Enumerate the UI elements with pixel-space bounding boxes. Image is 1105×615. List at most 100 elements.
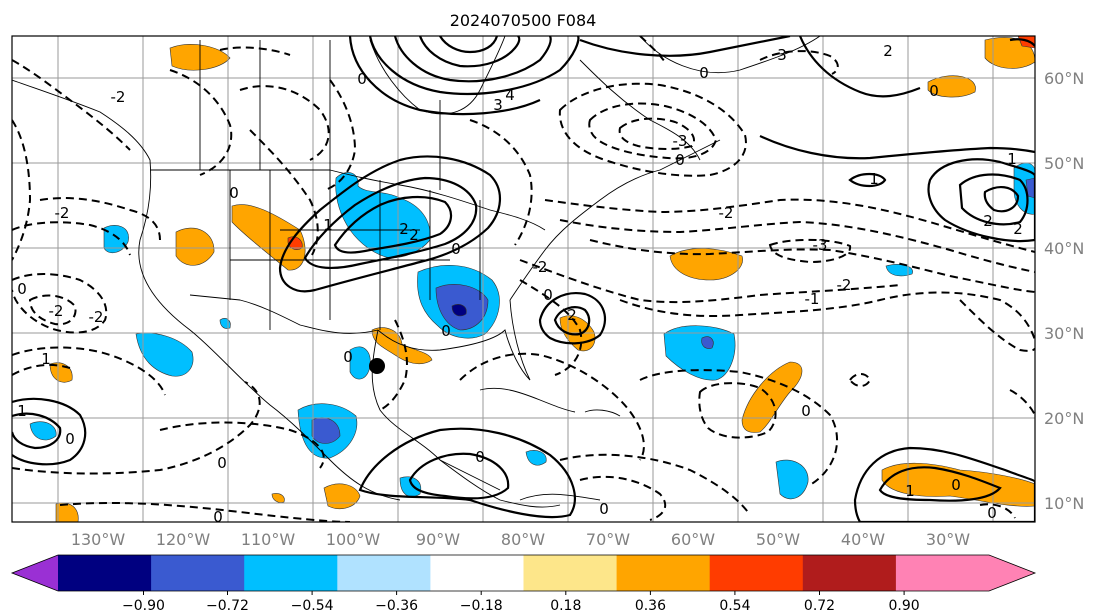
figure-title: 2024070500 F084 <box>450 11 597 30</box>
colorbar-segment <box>616 555 711 591</box>
colorbar-segment <box>523 555 618 591</box>
orange-region <box>271 493 285 503</box>
contour-label: 0 <box>801 402 811 420</box>
latitude-labels: 60°N 50°N 40°N 30°N 20°N 10°N <box>1044 69 1084 513</box>
contour-label: 2 <box>1013 220 1023 238</box>
contour-line <box>249 129 319 256</box>
contour-line <box>12 273 108 334</box>
contour-label: 1 <box>905 482 915 500</box>
contour-line <box>559 453 751 516</box>
lat-label: 30°N <box>1044 324 1084 343</box>
contour-label: 0 <box>675 151 685 169</box>
contour-label: 0 <box>217 454 227 472</box>
contour-label: 2 <box>409 226 419 244</box>
colorbar-tick-label: −0.54 <box>291 598 334 614</box>
contour-label: 0 <box>929 82 939 100</box>
colorbar-segment <box>430 555 524 591</box>
atlantic-coastline <box>509 139 721 301</box>
lon-label: 50°W <box>756 530 800 549</box>
graticule <box>12 36 1035 522</box>
contour-label: -2 <box>55 204 70 222</box>
dashed-contours <box>12 36 1035 522</box>
contour-line <box>553 306 591 336</box>
contour-label: 0 <box>475 448 485 466</box>
contour-line <box>12 119 32 261</box>
light-blue-region <box>103 225 129 254</box>
contour-line <box>12 221 131 256</box>
contour-line <box>698 382 777 439</box>
contour-label: -2 <box>837 276 852 294</box>
contour-label: 0 <box>441 322 451 340</box>
contour-line <box>418 36 521 68</box>
contour-label: 1 <box>41 350 51 368</box>
contour-label: -3 <box>673 132 688 150</box>
contour-line <box>979 503 1016 519</box>
contour-line <box>219 46 291 56</box>
contour-line <box>538 292 607 345</box>
contour-label: -1 <box>805 290 820 308</box>
contour-line <box>379 319 408 411</box>
lon-label: 90°W <box>416 530 460 549</box>
contour-line <box>59 501 351 522</box>
us-mexico-border <box>189 294 379 334</box>
lon-label: 60°W <box>671 530 715 549</box>
mid-blue-region <box>701 336 714 349</box>
contour-label: 1 <box>1007 150 1017 168</box>
light-blue-region <box>525 450 547 466</box>
colorbar-tick-label: −0.18 <box>460 598 503 614</box>
contour-label: -2 <box>49 302 64 320</box>
contour-label: 2 <box>983 212 993 230</box>
cuba-coast <box>479 387 576 413</box>
colorbar-tick-label: 0.90 <box>889 598 920 614</box>
orange-region <box>741 361 803 433</box>
lon-label: 40°W <box>841 530 885 549</box>
contour-line <box>878 466 1002 502</box>
contour-line <box>1009 389 1035 416</box>
contour-label: -2 <box>719 204 734 222</box>
contour-line <box>169 69 233 176</box>
contour-labels: 0 4 3 0 3 2 0 1 1 2 2 -3 0 -2 -3 -2 -1 0… <box>17 42 1023 522</box>
colorbar-ticks <box>143 591 905 595</box>
contour-line <box>759 50 839 75</box>
contour-line <box>1009 38 1035 47</box>
contour-line <box>759 135 1035 160</box>
colorbar-tick-label: −0.72 <box>206 598 249 614</box>
labrador-coast <box>579 59 701 161</box>
state-lines <box>229 170 481 330</box>
contour-line <box>579 475 667 521</box>
contour-line <box>768 238 852 264</box>
contour-label: 0 <box>65 430 75 448</box>
contour-line <box>579 36 791 57</box>
contour-label: 2 <box>883 42 893 60</box>
orange-region <box>231 204 306 271</box>
contour-line <box>12 412 62 450</box>
contour-line <box>618 117 695 150</box>
contour-line <box>983 186 1020 213</box>
light-blue-region <box>775 459 809 500</box>
contour-label: 4 <box>505 86 515 104</box>
contour-label: 0 <box>343 348 353 366</box>
hispaniola-coast <box>584 409 621 417</box>
contour-line <box>589 239 1035 293</box>
light-blue-region <box>135 332 194 377</box>
contour-label: 0 <box>17 280 27 298</box>
colorbar-segments <box>12 555 1035 591</box>
dark-blue-region <box>451 304 467 317</box>
colorbar: −0.90 −0.72 −0.54 −0.36 −0.18 0.18 0.36 … <box>10 554 1037 614</box>
lon-label: 70°W <box>586 530 630 549</box>
contour-label: 0 <box>599 500 609 518</box>
contour-label: -3 <box>813 236 828 254</box>
colorbar-segment <box>802 555 897 591</box>
contour-line <box>853 446 1035 522</box>
light-blue-region <box>349 346 371 380</box>
colorbar-tick-label: −0.36 <box>375 598 418 614</box>
contour-line <box>519 259 901 304</box>
orange-region <box>927 75 976 98</box>
contour-line <box>958 173 1029 226</box>
central-america-coast <box>439 459 601 508</box>
colorbar-segment <box>151 555 245 591</box>
contour-line <box>324 79 357 191</box>
contour-label: 3 <box>493 96 503 114</box>
contour-label: 1 <box>17 402 27 420</box>
contour-line <box>439 36 499 54</box>
